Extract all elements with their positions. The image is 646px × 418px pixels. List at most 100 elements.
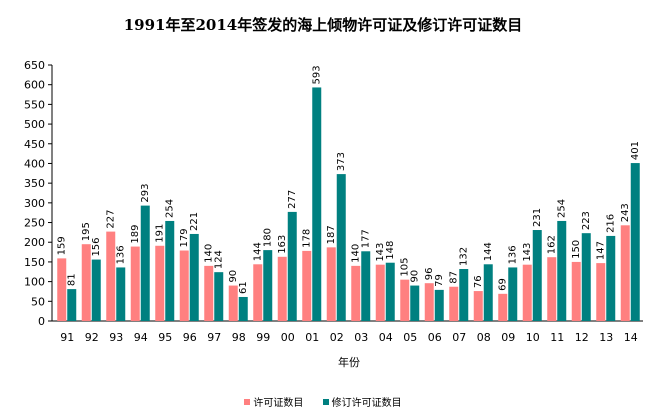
data-label: 76: [473, 275, 484, 288]
x-tick-label: 12: [575, 331, 589, 344]
data-label: 87: [449, 271, 460, 284]
bar-permit: [620, 225, 630, 321]
y-tick-label: 650: [24, 59, 45, 72]
x-tick-label: 91: [60, 331, 74, 344]
data-label: 223: [581, 211, 592, 230]
x-tick-label: 97: [207, 331, 221, 344]
bar-permit: [326, 247, 336, 321]
bar-permit: [400, 279, 410, 321]
data-label: 191: [155, 224, 166, 243]
y-tick-label: 350: [24, 177, 45, 190]
data-label: 148: [385, 241, 396, 260]
bar-revised: [238, 296, 248, 321]
data-label: 216: [606, 214, 617, 233]
data-label: 187: [326, 225, 337, 244]
data-label: 163: [277, 235, 288, 254]
x-tick-label: 96: [183, 331, 197, 344]
data-label: 179: [179, 228, 190, 247]
x-tick-label: 10: [526, 331, 540, 344]
data-label: 162: [547, 235, 558, 254]
y-tick-label: 300: [24, 197, 45, 210]
bar-permit: [571, 261, 581, 321]
x-tick-label: 08: [477, 331, 491, 344]
data-label: 150: [571, 240, 582, 259]
data-label: 221: [189, 212, 200, 231]
bar-permit: [204, 265, 214, 321]
x-tick-label: 00: [281, 331, 295, 344]
legend-label: 许可证数目: [253, 398, 304, 409]
bar-permit: [473, 291, 483, 321]
bar-revised: [459, 269, 469, 321]
data-label: 105: [400, 258, 411, 277]
bar-permit: [596, 263, 606, 321]
bar-revised: [606, 235, 616, 321]
bar-permit: [57, 258, 67, 321]
bar-permit: [522, 264, 532, 321]
x-tick-label: 02: [330, 331, 344, 344]
bar-revised: [532, 230, 542, 321]
x-tick-label: 03: [354, 331, 368, 344]
data-label: 293: [140, 184, 151, 203]
data-label: 69: [498, 278, 509, 291]
data-label: 96: [424, 267, 435, 280]
bar-permit: [81, 244, 91, 321]
bar-revised: [263, 250, 273, 321]
legend: 许可证数目 修订许可证数目: [0, 394, 646, 409]
y-tick-label: 550: [24, 98, 45, 111]
x-tick-label: 14: [624, 331, 638, 344]
data-label: 277: [287, 190, 298, 209]
data-label: 144: [253, 242, 264, 261]
y-tick-label: 50: [31, 295, 45, 308]
bar-revised: [361, 251, 371, 321]
legend-item: 修订许可证数目: [322, 394, 402, 409]
data-label: 189: [130, 224, 141, 243]
data-label: 373: [336, 152, 347, 171]
y-tick-label: 200: [24, 236, 45, 249]
y-tick-label: 0: [38, 315, 45, 328]
y-tick-label: 400: [24, 157, 45, 170]
legend-label: 修订许可证数目: [331, 398, 402, 409]
data-label: 227: [106, 210, 117, 229]
data-label: 81: [67, 273, 78, 286]
bar-permit: [424, 283, 434, 321]
y-tick-label: 600: [24, 79, 45, 92]
bar-permit: [547, 257, 557, 321]
legend-swatch: [322, 398, 329, 405]
y-tick-label: 250: [24, 217, 45, 230]
bar-revised: [336, 174, 346, 321]
bar-revised: [287, 211, 297, 321]
x-tick-label: 11: [550, 331, 564, 344]
bar-revised: [91, 259, 101, 321]
bar-revised: [312, 87, 322, 321]
data-label: 401: [630, 141, 641, 160]
data-label: 593: [312, 65, 323, 84]
bar-revised: [581, 233, 591, 321]
data-label: 136: [116, 245, 127, 264]
bar-revised: [165, 220, 175, 321]
bar-revised: [385, 262, 395, 321]
bar-permit: [130, 246, 140, 321]
data-label: 79: [434, 274, 445, 287]
data-label: 136: [508, 245, 519, 264]
data-label: 195: [81, 222, 92, 241]
x-tick-label: 09: [501, 331, 515, 344]
bar-permit: [155, 245, 165, 321]
y-tick-label: 100: [24, 276, 45, 289]
x-tick-label: 06: [428, 331, 442, 344]
x-tick-label: 99: [256, 331, 270, 344]
x-tick-label: 01: [305, 331, 319, 344]
data-label: 132: [459, 247, 470, 266]
data-label: 180: [263, 228, 274, 247]
bar-revised: [508, 267, 518, 321]
data-label: 254: [165, 199, 176, 218]
y-tick-label: 450: [24, 138, 45, 151]
legend-swatch: [244, 398, 251, 405]
chart-title: 1991年至2014年签发的海上倾物许可证及修订许可证数目: [123, 16, 523, 34]
data-label: 124: [214, 250, 225, 269]
bar-revised: [557, 220, 567, 321]
data-label: 254: [557, 199, 568, 218]
bar-revised: [140, 205, 150, 321]
data-label: 90: [410, 270, 421, 283]
data-label: 156: [91, 237, 102, 256]
data-label: 231: [532, 208, 543, 227]
